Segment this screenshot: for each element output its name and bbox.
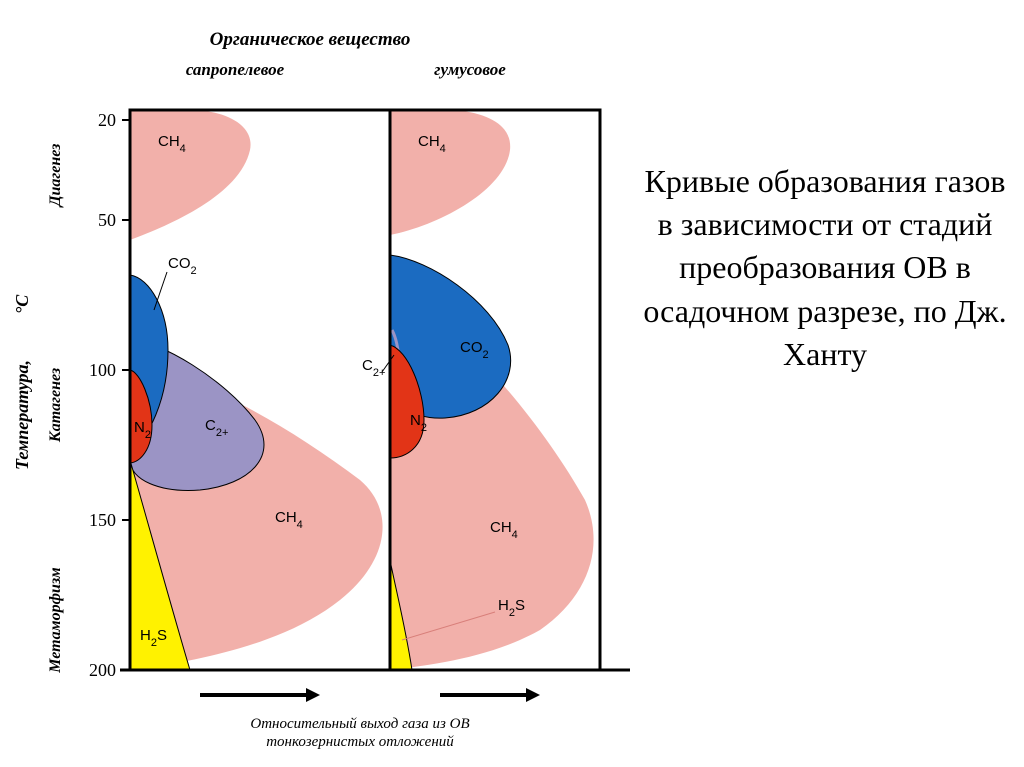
yaxis-unit: °С: [12, 294, 32, 314]
svg-text:50: 50: [98, 210, 116, 230]
svg-text:Диагенез: Диагенез: [47, 144, 64, 209]
diagram-svg: Органическое вещество сапропелевое гумус…: [0, 0, 1024, 767]
right-subtitle: гумусовое: [434, 60, 506, 79]
svg-text:Катагенез: Катагенез: [47, 368, 64, 443]
caption: Кривые образования газов в зависимости о…: [640, 160, 1010, 376]
svg-text:CO2: CO2: [168, 255, 197, 277]
right-panel: [390, 110, 594, 670]
x-arrows: [200, 688, 540, 702]
main-title: Органическое вещество: [210, 29, 411, 50]
yaxis-label: Температура,: [12, 360, 32, 470]
left-panel: [130, 110, 383, 670]
footer-line1: Относительный выход газа из ОВ: [250, 716, 469, 732]
left-subtitle: сапропелевое: [186, 60, 285, 79]
svg-text:C2+: C2+: [362, 357, 385, 379]
y-ticks: 20 50 100 150 200: [89, 110, 130, 680]
figure-root: { "caption": "Кривые образования газов в…: [0, 0, 1024, 767]
svg-text:100: 100: [89, 360, 116, 380]
svg-text:200: 200: [89, 660, 116, 680]
footer-line2: тонкозернистых отложений: [266, 734, 454, 750]
svg-text:150: 150: [89, 510, 116, 530]
svg-text:20: 20: [98, 110, 116, 130]
svg-text:Метаморфизм: Метаморфизм: [47, 567, 64, 673]
stage-labels: Диагенез Катагенез Метаморфизм: [47, 144, 64, 674]
